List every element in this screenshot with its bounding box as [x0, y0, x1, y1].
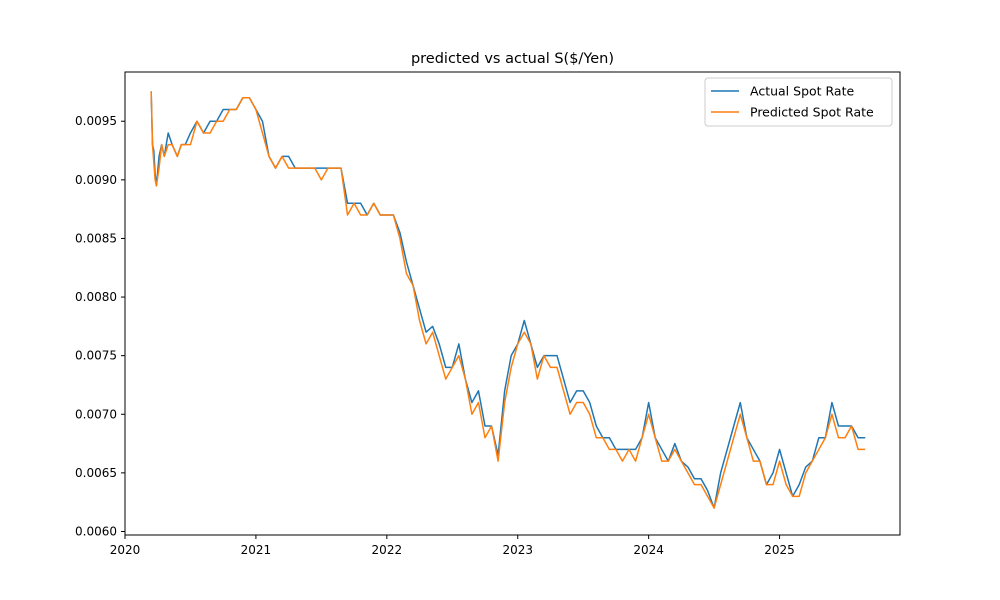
y-tick-label: 0.0095 — [75, 114, 117, 128]
legend-label-predicted: Predicted Spot Rate — [750, 105, 874, 120]
x-tick-label: 2023 — [502, 543, 533, 557]
series-layer — [150, 91, 866, 509]
axes-frame — [124, 71, 901, 536]
y-tick-label: 0.0075 — [75, 349, 117, 363]
x-tick-label: 2022 — [372, 543, 403, 557]
legend-label-actual: Actual Spot Rate — [750, 84, 854, 99]
y-tick-label: 0.0065 — [75, 466, 117, 480]
y-tick-label: 0.0090 — [75, 173, 117, 187]
axes-layer: 2020 2021 2022 2023 2024 2025 0.0060 0.0065 0.00… — [75, 71, 901, 557]
legend-box — [704, 77, 893, 127]
x-tick-label: 2025 — [764, 543, 795, 557]
y-tick-label: 0.0070 — [75, 407, 117, 421]
chart-title: predicted vs actual S($/Yen) — [411, 51, 614, 67]
plot-background — [125, 72, 900, 535]
series-line-predicted — [150, 91, 866, 509]
x-tick-label: 2024 — [633, 543, 664, 557]
y-tick-label: 0.0080 — [75, 290, 117, 304]
legend: Actual Spot Rate Predicted Spot Rate — [704, 77, 893, 127]
y-tick-label: 0.0060 — [75, 524, 117, 538]
x-tick-label: 2020 — [110, 543, 141, 557]
y-tick-label: 0.0085 — [75, 231, 117, 245]
plot-area — [125, 72, 900, 535]
x-tick-label: 2021 — [241, 543, 272, 557]
